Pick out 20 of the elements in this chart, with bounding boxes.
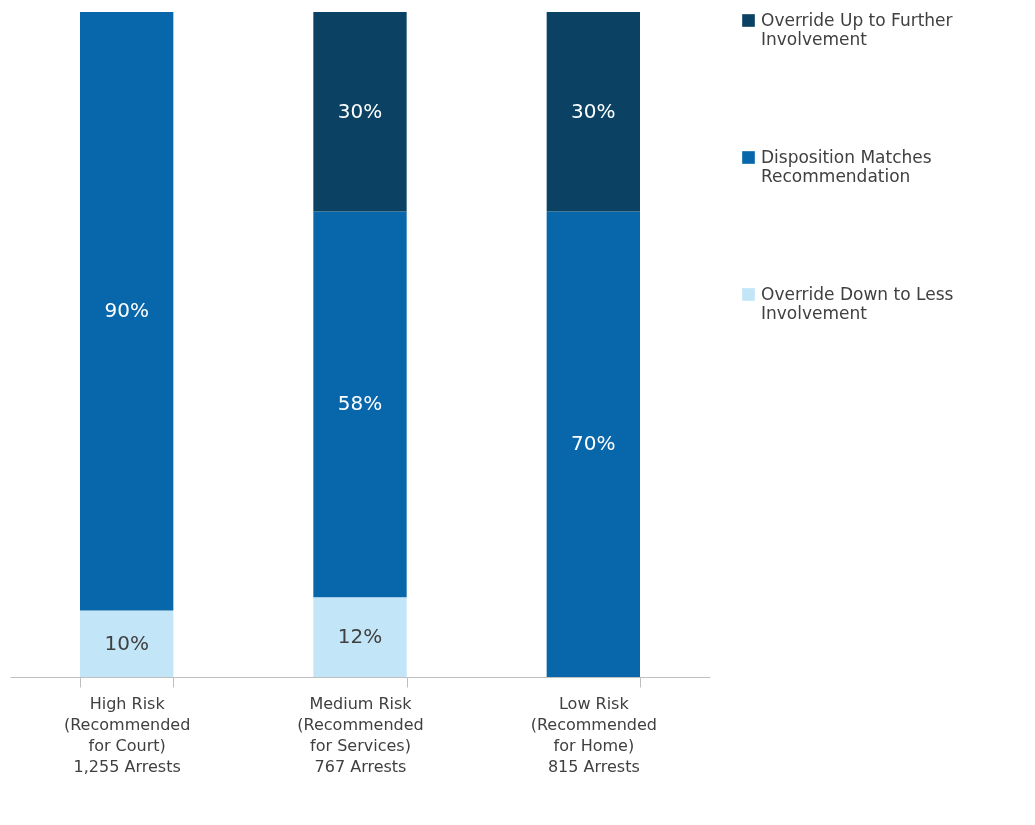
bar bbox=[546, 12, 640, 212]
bar bbox=[313, 12, 407, 212]
bar bbox=[80, 12, 174, 611]
data-label: 90% bbox=[104, 298, 149, 323]
data-label: 10% bbox=[104, 630, 149, 655]
bar bbox=[80, 610, 174, 677]
x-tick-label: High Risk (Recommended for Court) 1,255 Arrests bbox=[63, 693, 191, 776]
x-tick-label: Medium Risk (Recommended for Services) 767 Arrests bbox=[297, 693, 424, 776]
data-label: 70% bbox=[571, 431, 616, 456]
legend-label: Override Down to Less Involvement bbox=[761, 283, 954, 323]
bar bbox=[313, 597, 407, 677]
bar bbox=[313, 211, 407, 598]
data-label: 12% bbox=[337, 624, 383, 649]
bar bbox=[546, 211, 640, 677]
x-tick-label: Low Risk (Recommended for Home) 815 Arrests bbox=[530, 693, 658, 776]
legend-label: Override Up to Further Involvement bbox=[761, 9, 953, 49]
legend-label: Disposition Matches Recommendation bbox=[761, 146, 932, 186]
data-label: 58% bbox=[337, 391, 383, 416]
data-label: 30% bbox=[337, 98, 383, 123]
data-label: 30% bbox=[571, 98, 616, 123]
